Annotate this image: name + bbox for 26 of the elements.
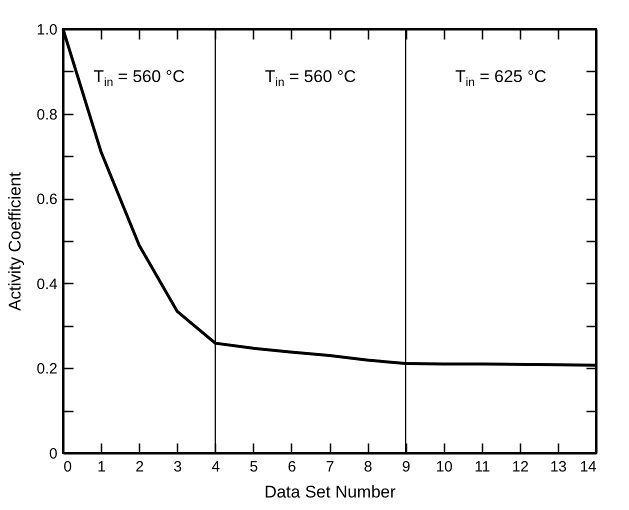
x-tick-label: 8: [364, 458, 372, 476]
x-axis-title: Data Set Number: [264, 482, 396, 502]
x-tick-label: 13: [550, 458, 567, 476]
x-tick-label: 5: [250, 458, 258, 476]
x-tick-label: 12: [512, 458, 529, 476]
x-tick-label: 3: [174, 458, 182, 476]
annotation: T$_{in}$ = 560 °C: [264, 67, 356, 89]
y-tick-label: 0: [49, 446, 58, 462]
x-tick-label: 10: [436, 458, 453, 476]
x-tick-label: 9: [402, 458, 410, 476]
y-tick-label: 0.6: [36, 191, 58, 208]
annotation: T$_{in}$ = 560 °C: [94, 67, 185, 89]
y-axis-title: Activity Coefficient: [6, 172, 25, 311]
y-tick-label: 0.4: [36, 276, 58, 293]
y-tick-label: 0.2: [36, 360, 58, 378]
x-tick-label: 6: [288, 458, 296, 476]
x-tick-label: 11: [474, 458, 490, 476]
y-tick-label: 0.8: [36, 106, 58, 124]
x-tick-label: 7: [326, 458, 334, 476]
annotation: T$_{in}$ = 625 °C: [455, 67, 546, 89]
y-tick-label: 1.0: [36, 22, 58, 38]
x-tick-label: 4: [212, 458, 220, 476]
x-tick-label: 0: [64, 458, 72, 476]
x-tick-label: 14: [580, 458, 596, 476]
x-tick-label: 1: [97, 458, 106, 476]
x-tick-label: 2: [135, 458, 144, 476]
